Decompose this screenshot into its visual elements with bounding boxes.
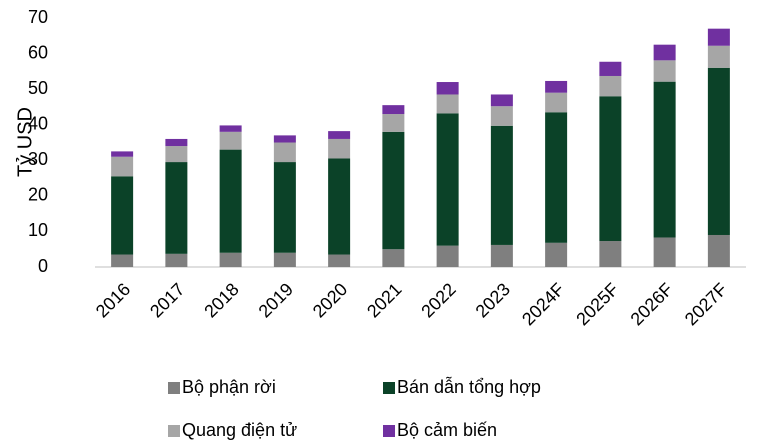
bar-segment (545, 92, 568, 113)
bar-segment (219, 252, 242, 267)
y-tick-label: 10 (28, 220, 48, 240)
bar-segment (382, 249, 405, 267)
legend-label: Bán dẫn tổng hợp (397, 376, 541, 397)
bar-segment (111, 156, 134, 177)
bar-segment (490, 244, 513, 267)
legend-label: Bộ phận rời (182, 377, 276, 397)
bar-segment (165, 162, 188, 254)
y-tick-label: 40 (28, 113, 48, 133)
bar-segment (436, 82, 459, 95)
x-tick-label: 2025F (572, 279, 622, 329)
bar-segment (490, 106, 513, 126)
bar-segment (436, 113, 459, 246)
bar-segment (111, 151, 134, 157)
x-tick-label: 2027F (681, 279, 731, 329)
legend-swatch (383, 382, 395, 394)
bar-segment (436, 245, 459, 267)
bar-segment (653, 81, 676, 238)
y-axis-label: Tỷ USD (14, 107, 36, 177)
x-tick-label: 2026F (627, 279, 677, 329)
y-tick-label: 20 (28, 185, 48, 205)
bar-segment (653, 44, 676, 61)
y-tick-label: 60 (28, 42, 48, 62)
legend-swatch (168, 425, 180, 437)
bar-segment (707, 234, 730, 267)
legend-swatch (383, 425, 395, 437)
bar-segment (599, 61, 622, 76)
bar-segment (436, 94, 459, 114)
bar-segment (599, 241, 622, 267)
x-tick-label: 2016 (92, 279, 134, 321)
y-tick-label: 30 (28, 149, 48, 169)
bar-segment (653, 237, 676, 267)
legend-swatch (168, 382, 180, 394)
x-tick-label: 2020 (309, 279, 351, 321)
y-tick-label: 50 (28, 78, 48, 98)
bar-segment (328, 254, 351, 267)
bar-segment (273, 252, 296, 267)
x-tick-label: 2024F (518, 279, 568, 329)
bar-segment (653, 60, 676, 82)
x-tick-label: 2019 (255, 279, 297, 321)
bar-segment (273, 135, 296, 143)
bar-segment (490, 94, 513, 107)
bar-segment (545, 112, 568, 243)
bar-segment (382, 105, 405, 115)
x-tick-label: 2018 (200, 279, 242, 321)
bar-segment (599, 96, 622, 242)
x-tick-label: 2021 (363, 279, 405, 321)
legend-label: Quang điện tử (182, 420, 297, 440)
x-tick-label: 2022 (417, 279, 459, 321)
bar-segment (273, 142, 296, 163)
bar-segment (328, 138, 351, 159)
bar-segment (707, 28, 730, 46)
bar-segment (490, 125, 513, 245)
bar-segment (111, 254, 134, 267)
bar-segment (165, 146, 188, 163)
legend-label: Bộ cảm biến (397, 420, 497, 440)
x-tick-label: 2017 (146, 279, 188, 321)
bar-segment (328, 158, 351, 255)
bar-segment (219, 149, 242, 253)
bar-segment (382, 131, 405, 250)
bar-segment (165, 253, 188, 267)
bar-segment (382, 114, 405, 132)
bar-segment (219, 125, 242, 132)
bar-segment (219, 131, 242, 150)
bar-segment (165, 138, 188, 147)
bar-segment (273, 162, 296, 253)
y-tick-label: 0 (38, 256, 48, 276)
bar-segment (545, 80, 568, 93)
x-tick-label: 2023 (472, 279, 514, 321)
bar-segment (111, 176, 134, 255)
bar-segment (707, 45, 730, 68)
bar-segment (599, 75, 622, 97)
bar-segment (707, 67, 730, 235)
bar-segment (328, 131, 351, 139)
bar-segment (545, 242, 568, 267)
y-tick-label: 70 (28, 7, 48, 27)
